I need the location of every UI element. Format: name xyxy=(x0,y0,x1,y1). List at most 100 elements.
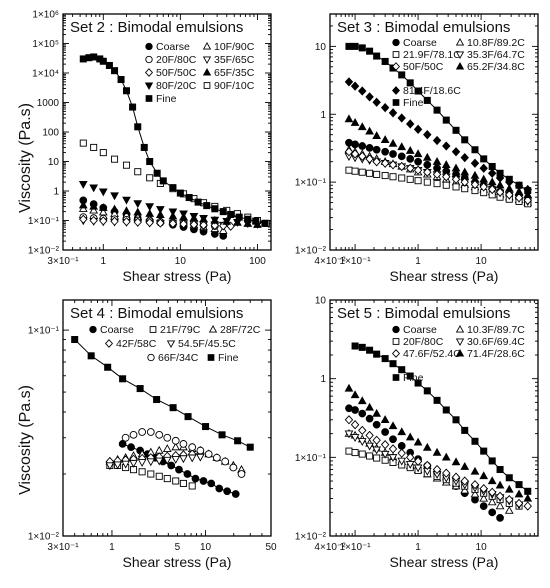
data-point xyxy=(406,175,414,183)
data-point xyxy=(460,485,470,494)
data-point xyxy=(366,346,374,354)
data-point xyxy=(219,208,227,216)
legend-marker xyxy=(207,354,215,361)
data-point xyxy=(406,155,415,163)
data-point xyxy=(189,219,199,230)
data-point xyxy=(162,444,172,452)
x-tick-label: 4×10⁻² xyxy=(314,256,346,267)
data-point xyxy=(350,118,360,126)
data-point xyxy=(414,177,422,185)
legend-marker xyxy=(144,68,154,77)
data-point xyxy=(365,442,374,451)
x-tick-label: 1×10⁻¹ xyxy=(340,256,372,267)
data-point xyxy=(413,149,423,158)
series-Coarse xyxy=(345,404,504,522)
series-66F/34C xyxy=(121,428,246,478)
data-point xyxy=(487,168,497,178)
data-point xyxy=(461,136,469,144)
data-point xyxy=(159,177,167,185)
data-point xyxy=(505,474,513,482)
data-point xyxy=(397,161,406,172)
data-point xyxy=(155,206,165,214)
data-point xyxy=(110,216,119,226)
data-point xyxy=(78,200,88,209)
data-point xyxy=(504,183,514,192)
data-point xyxy=(252,217,260,225)
data-point xyxy=(523,493,533,502)
data-point xyxy=(381,172,389,180)
data-point xyxy=(210,216,220,225)
legend-label: 10.8F/89.2C xyxy=(467,37,525,49)
data-point xyxy=(196,453,205,462)
legend-marker xyxy=(149,326,157,333)
data-point xyxy=(372,435,381,445)
legend-marker xyxy=(455,325,465,333)
data-point xyxy=(397,113,406,123)
legend-label: 42F/58C xyxy=(116,338,157,350)
data-point xyxy=(380,440,390,450)
chart-set4: 3×10⁻¹ 1 5 10 50 1×10⁻² 1×10⁻¹ Shear stress (Pa… xyxy=(28,299,277,570)
legend-label: 21.9F/78.1C xyxy=(403,49,461,61)
x-tick-label: 1 xyxy=(101,256,107,267)
data-point xyxy=(365,430,374,441)
data-point xyxy=(365,126,374,135)
legend-label: Fine xyxy=(156,93,177,105)
data-point xyxy=(156,218,165,228)
data-point xyxy=(441,452,451,461)
data-point xyxy=(388,421,398,430)
data-point xyxy=(452,183,460,191)
data-point xyxy=(171,436,180,445)
data-point xyxy=(189,213,199,221)
data-point xyxy=(122,206,131,215)
data-point xyxy=(388,138,398,147)
legend-label: 20F/80C xyxy=(156,54,197,66)
data-point xyxy=(373,52,381,60)
legend-label: 65F/35C xyxy=(214,67,255,79)
y-tick-label: 1×10⁻² xyxy=(295,532,327,543)
data-point xyxy=(134,123,142,131)
x-tick-label: 3×10⁻¹ xyxy=(47,256,79,267)
data-point xyxy=(451,163,461,172)
data-point xyxy=(244,215,252,223)
data-point xyxy=(504,505,514,514)
data-point xyxy=(129,430,138,439)
data-point xyxy=(524,487,532,495)
data-point xyxy=(212,453,221,462)
data-point xyxy=(210,220,220,231)
data-point xyxy=(146,428,155,436)
y-axis-label-top: Viscosity (Pa.s) xyxy=(17,103,34,213)
legend-marker xyxy=(203,82,211,89)
y-tick-label: 1×10⁶ xyxy=(32,10,59,21)
data-point xyxy=(89,215,98,226)
data-point xyxy=(514,498,524,508)
data-point xyxy=(479,484,488,494)
y-tick-label: 1000 xyxy=(37,98,60,109)
data-point xyxy=(442,172,451,182)
legend-marker xyxy=(208,325,218,333)
data-point xyxy=(406,163,415,173)
data-point xyxy=(345,166,353,174)
legend-marker xyxy=(391,349,401,358)
data-point xyxy=(133,200,143,209)
data-point xyxy=(432,447,442,456)
legend-label: 21F/79C xyxy=(160,324,201,336)
data-point xyxy=(218,431,226,439)
data-point xyxy=(350,434,360,442)
data-point xyxy=(196,446,205,455)
y-tick-label: 1 xyxy=(53,187,59,198)
data-point xyxy=(380,158,390,168)
data-point xyxy=(505,175,513,183)
data-point xyxy=(171,456,181,464)
data-point xyxy=(188,443,197,452)
data-point xyxy=(133,207,143,216)
data-point xyxy=(398,174,406,182)
data-point xyxy=(79,139,87,147)
data-point xyxy=(372,131,382,140)
data-point xyxy=(451,147,461,157)
data-point xyxy=(163,433,172,442)
legend: Coarse 10.8F/89.2C 21.9F/78.1C 35.3F/64.7C 5… xyxy=(391,37,525,109)
x-tick-label: 1×10⁻¹ xyxy=(340,542,372,553)
data-point xyxy=(99,216,108,226)
data-point xyxy=(365,402,374,411)
data-point xyxy=(480,155,488,163)
